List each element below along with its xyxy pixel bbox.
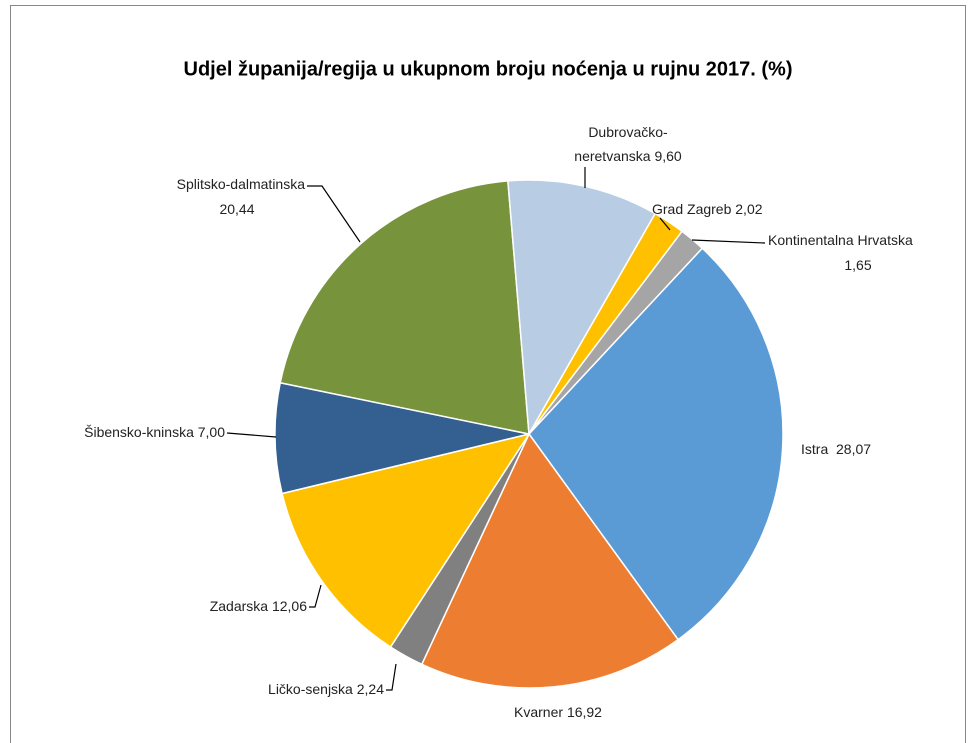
pie-slice bbox=[274, 381, 530, 495]
category-label: Šibensko-kninska bbox=[84, 424, 194, 440]
leader-line bbox=[226, 432, 277, 438]
data-label: Kvarner 16,92 bbox=[514, 704, 602, 720]
category-label: Splitsko-dalmatinska bbox=[177, 176, 306, 192]
chart-title: Udjel županija/regija u ukupnom broju no… bbox=[184, 58, 793, 80]
category-label: Zadarska bbox=[210, 598, 269, 614]
data-label: Kontinentalna Hrvatska bbox=[768, 232, 913, 248]
value-label: 16,92 bbox=[567, 704, 602, 720]
value-label: 7,00 bbox=[198, 424, 225, 440]
value-label: 20,44 bbox=[219, 201, 254, 217]
data-label: 1,65 bbox=[844, 257, 871, 273]
value-label: 28,07 bbox=[836, 441, 871, 457]
pie-slice bbox=[420, 432, 680, 689]
value-label: 9,60 bbox=[654, 148, 681, 164]
category-label: Grad Zagreb bbox=[652, 201, 732, 217]
category-label: Dubrovačko- bbox=[588, 124, 668, 140]
leader-line bbox=[386, 663, 397, 691]
category-label: Istra bbox=[801, 441, 828, 457]
data-label: Šibensko-kninska 7,00 bbox=[84, 424, 225, 440]
leader-line bbox=[309, 584, 322, 608]
pie-slice bbox=[279, 180, 530, 435]
data-label: Zadarska 12,06 bbox=[210, 598, 307, 614]
leader-line bbox=[659, 217, 671, 231]
value-label: 12,06 bbox=[272, 598, 307, 614]
category-label: Kvarner bbox=[514, 704, 563, 720]
value-label: 2,02 bbox=[735, 201, 762, 217]
data-label: Dubrovačko- bbox=[588, 124, 668, 140]
leader-line bbox=[307, 185, 361, 243]
data-label: Ličko-senjska 2,24 bbox=[268, 681, 384, 697]
data-label: Splitsko-dalmatinska bbox=[177, 176, 306, 192]
pie-slice bbox=[528, 247, 784, 641]
category-label: Kontinentalna Hrvatska bbox=[768, 232, 913, 248]
value-label: 1,65 bbox=[844, 257, 871, 273]
data-label: Istra 28,07 bbox=[801, 441, 871, 457]
data-label: Grad Zagreb 2,02 bbox=[652, 201, 763, 217]
category-label: Ličko-senjska bbox=[268, 681, 353, 697]
data-label: neretvanska 9,60 bbox=[574, 148, 682, 164]
leader-line bbox=[691, 239, 766, 244]
value-label: 2,24 bbox=[357, 681, 384, 697]
category-label: neretvanska bbox=[574, 148, 650, 164]
pie-slice bbox=[281, 432, 531, 648]
data-label: 20,44 bbox=[219, 201, 254, 217]
pie-slice bbox=[507, 179, 657, 437]
